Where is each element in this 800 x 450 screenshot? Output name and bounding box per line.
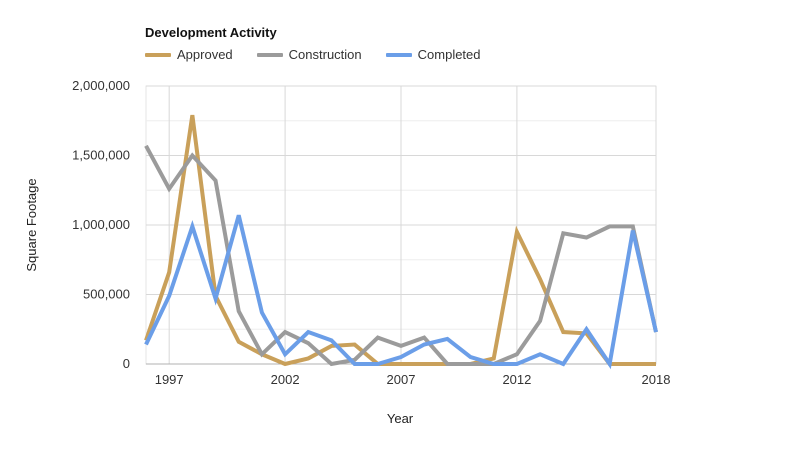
y-tick-label: 2,000,000: [72, 78, 130, 93]
x-tick-label: 2012: [502, 372, 531, 387]
series-layer: [144, 114, 658, 370]
x-tick-label: 2002: [271, 372, 300, 387]
legend-label-construction: Construction: [288, 47, 362, 62]
legend-swatch-approved: [145, 52, 171, 57]
y-tick-label: 500,000: [83, 287, 130, 302]
series-line-construction: [144, 144, 658, 367]
x-axis-title: Year: [387, 411, 414, 426]
tick-layer: 0 500,000 1,000,000 1,500,000 2,000,000 1997 2…: [72, 78, 670, 387]
series-line-completed: [144, 214, 658, 370]
y-tick-label: 0: [123, 356, 130, 371]
series-line-approved: [144, 114, 656, 367]
legend-label-approved: Approved: [177, 47, 233, 62]
y-tick-label: 1,000,000: [72, 217, 130, 232]
legend-swatch-construction: [256, 52, 283, 57]
legend-swatch-completed: [385, 52, 412, 57]
x-tick-label: 2018: [642, 372, 671, 387]
x-tick-label: 2007: [387, 372, 416, 387]
chart-title: Development Activity: [145, 25, 277, 40]
legend-label-completed: Completed: [417, 47, 481, 62]
y-tick-label: 1,500,000: [72, 148, 130, 163]
x-tick-label: 1997: [155, 372, 184, 387]
y-axis-title: Square Footage: [24, 178, 39, 271]
legend-item-construction[interactable]: Construction: [256, 47, 362, 62]
legend-item-completed[interactable]: Completed: [385, 47, 481, 62]
legend-item-approved[interactable]: Approved: [145, 47, 233, 62]
legend: Approved Construction Completed: [145, 47, 481, 62]
